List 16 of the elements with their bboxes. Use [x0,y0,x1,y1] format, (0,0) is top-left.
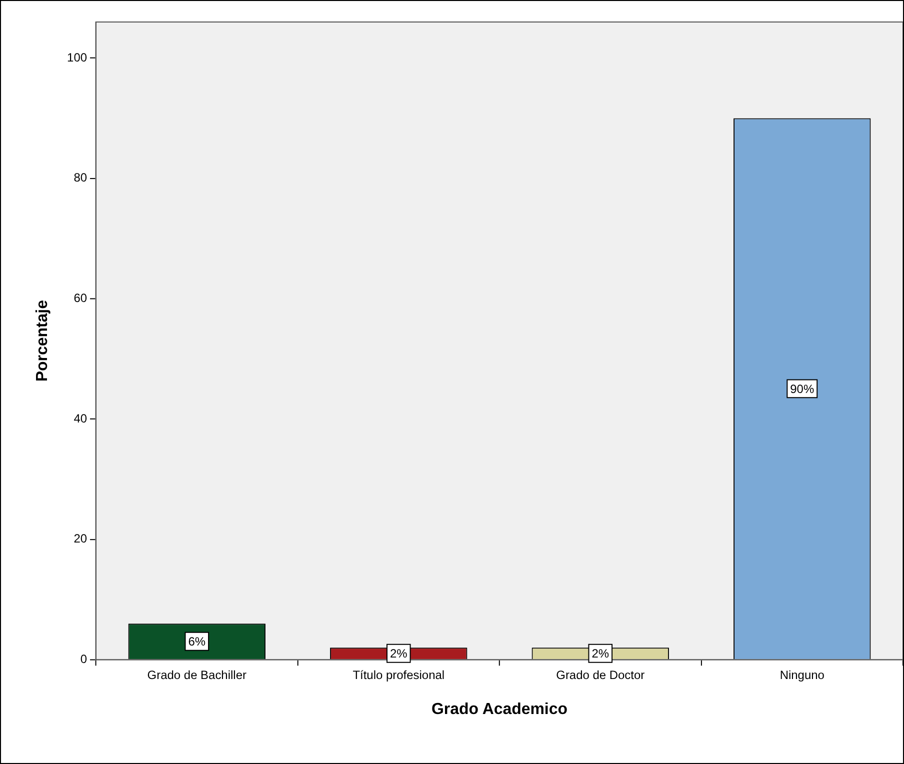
y-axis-title: Porcentaje [34,300,51,382]
x-tick-label: Grado de Doctor [556,668,645,682]
y-tick-label: 20 [74,532,88,546]
x-tick-label: Título profesional [352,668,445,682]
data-label: 6% [188,634,206,649]
x-tick-label: Ninguno [780,668,825,682]
x-axis-title: Grado Academico [432,700,568,718]
y-tick-label: 80 [74,170,88,185]
data-label: 2% [592,646,610,661]
y-tick-label: 0 [80,652,88,666]
y-tick-label: 40 [74,411,88,426]
data-label: 90% [790,382,814,396]
y-tick-label: 60 [74,291,88,305]
y-tick-label: 100 [67,50,88,64]
x-tick-label: Grado de Bachiller [147,668,246,682]
data-label: 2% [390,646,408,661]
